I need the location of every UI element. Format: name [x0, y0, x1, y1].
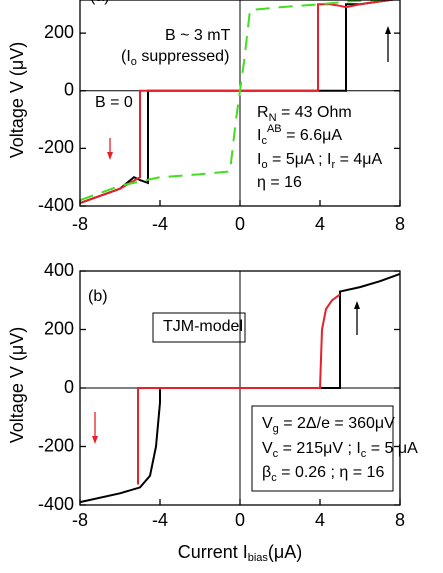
text-part: B = 0 [95, 94, 133, 111]
text-part: I [257, 127, 261, 144]
y-tick-label: -200 [38, 137, 74, 157]
text-part: = 2Δ/e = 360μV [279, 415, 395, 432]
series-line [79, 0, 393, 202]
subscript: c [273, 448, 279, 460]
subscript: c [361, 448, 367, 460]
y-axis-label: Voltage V (μV) [7, 42, 27, 158]
annotation: (Io suppressed) [121, 48, 229, 68]
annotation-box [152, 312, 246, 343]
annotation-box [251, 405, 394, 492]
annotation: Io = 5μA ; Ir = 4μA [257, 151, 383, 171]
text-part: = 215μV ; I [278, 440, 361, 457]
text-part: TJM-model [163, 318, 243, 335]
text-part: η = 16 [257, 174, 302, 191]
x-tick-label: 8 [395, 214, 405, 234]
annotation: βc = 0.26 ; η = 16 [262, 464, 384, 484]
text-part: Current I [178, 542, 248, 562]
x-tick-label: 8 [395, 510, 405, 530]
annotation: (a) [90, 0, 110, 5]
subscript: g [273, 423, 279, 435]
subscript: c [271, 472, 277, 484]
superscript: AB [267, 123, 282, 135]
x-tick-label: -4 [152, 214, 168, 234]
text-part: V [262, 440, 273, 457]
series-line [137, 293, 341, 485]
subscript: o [131, 56, 137, 68]
y-tick-label: 200 [44, 22, 74, 42]
text-part: = 6.6μA [282, 127, 343, 144]
text-part: = 5μA ; I [268, 151, 332, 168]
annotation: B ~ 3 mT [165, 27, 231, 44]
text-part: B ~ 3 mT [165, 27, 231, 44]
text-part: suppressed) [137, 48, 230, 65]
annotation: Vc = 215μV ; Ic = 5 μA [262, 440, 418, 460]
subscript: r [332, 159, 336, 171]
text-part: = 4μA [335, 151, 382, 168]
annotation: η = 16 [257, 174, 302, 191]
y-axis-label: Voltage V (μV) [7, 327, 27, 443]
subscript: N [269, 112, 277, 124]
text-part: β [262, 464, 271, 481]
y-tick-label: 200 [44, 318, 74, 338]
text-part: (μA) [268, 542, 302, 562]
text-part: V [262, 415, 273, 432]
x-tick-label: -8 [72, 214, 88, 234]
y-tick-label: 0 [64, 80, 74, 100]
text-part: I [257, 151, 261, 168]
subscript: bias [248, 552, 269, 564]
annotation: RN = 43 Ohm [257, 104, 352, 124]
x-tick-label: -8 [72, 510, 88, 530]
text-part: R [257, 104, 269, 121]
x-tick-label: -4 [152, 510, 168, 530]
y-tick-label: -400 [38, 195, 74, 215]
x-tick-label: 0 [235, 214, 245, 234]
series-line [79, 0, 398, 205]
subscript: c [261, 135, 267, 147]
y-tick-label: -200 [38, 435, 74, 455]
annotation: (b) [88, 288, 108, 305]
text-part: = 5 μA [366, 440, 418, 457]
text-part: (I [121, 48, 131, 65]
text-part: = 43 Ohm [277, 104, 352, 121]
annotation: IcAB = 6.6μA [257, 123, 342, 147]
text-part: (b) [88, 288, 108, 305]
annotation: TJM-model [163, 318, 243, 335]
annotation: Vg = 2Δ/e = 360μV [262, 415, 395, 435]
x-tick-label: 4 [315, 510, 325, 530]
x-axis-label: Current Ibias(μA) [178, 542, 303, 564]
x-tick-label: 0 [235, 510, 245, 530]
y-tick-label: 0 [64, 377, 74, 397]
x-tick-label: 4 [315, 214, 325, 234]
y-tick-label: -400 [38, 494, 74, 514]
text-part: (a) [90, 0, 110, 5]
annotation: B = 0 [95, 94, 133, 111]
y-tick-label: 400 [44, 260, 74, 280]
subscript: o [261, 159, 267, 171]
text-part: = 0.26 ; η = 16 [277, 464, 385, 481]
